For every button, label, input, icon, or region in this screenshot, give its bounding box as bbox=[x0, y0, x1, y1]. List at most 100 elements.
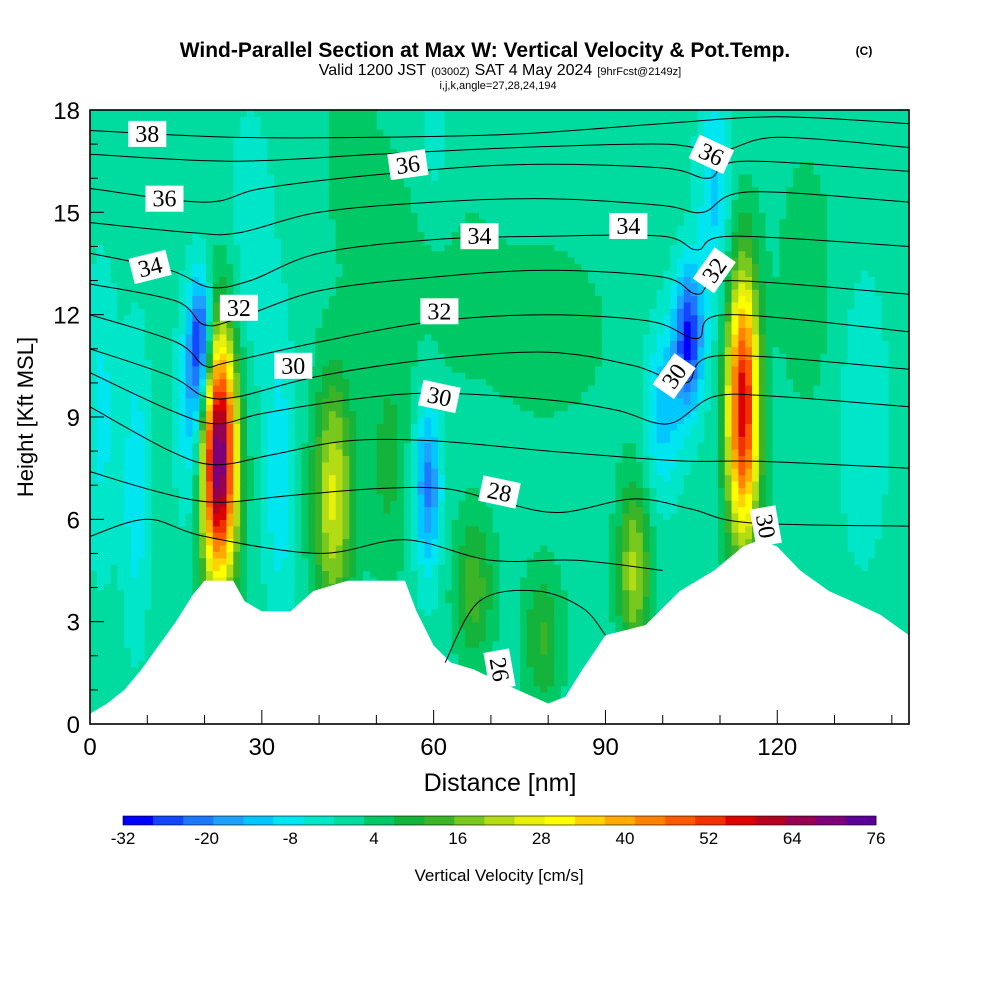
velocity-cell bbox=[144, 640, 153, 648]
velocity-cell bbox=[369, 129, 378, 137]
velocity-cell bbox=[328, 257, 337, 265]
velocity-cell bbox=[137, 423, 146, 431]
velocity-cell bbox=[383, 116, 391, 124]
velocity-cell bbox=[410, 333, 419, 341]
velocity-cell bbox=[117, 640, 125, 648]
velocity-cell bbox=[117, 276, 125, 284]
velocity-cell bbox=[117, 141, 125, 149]
velocity-cell bbox=[260, 135, 269, 143]
velocity-cell bbox=[253, 442, 262, 450]
velocity-cell bbox=[287, 397, 296, 405]
velocity-cell bbox=[206, 391, 214, 399]
velocity-cell bbox=[322, 429, 330, 437]
velocity-cell bbox=[96, 653, 105, 661]
velocity-cell bbox=[90, 295, 98, 303]
velocity-cell bbox=[349, 532, 357, 540]
velocity-cell bbox=[171, 423, 180, 431]
velocity-cell bbox=[137, 161, 146, 169]
velocity-cell bbox=[199, 564, 207, 572]
velocity-cell bbox=[178, 480, 187, 488]
velocity-cell bbox=[294, 385, 303, 393]
velocity-cell bbox=[417, 436, 426, 444]
velocity-cell bbox=[171, 173, 180, 181]
velocity-cell bbox=[342, 321, 350, 329]
velocity-cell bbox=[424, 557, 432, 565]
velocity-cell bbox=[403, 480, 412, 488]
velocity-cell bbox=[158, 218, 166, 226]
velocity-cell bbox=[260, 385, 269, 393]
velocity-cell bbox=[110, 205, 118, 213]
velocity-cell bbox=[192, 269, 200, 277]
velocity-cell bbox=[403, 448, 412, 456]
velocity-cell bbox=[110, 397, 118, 405]
velocity-cell bbox=[151, 564, 159, 572]
velocity-cell bbox=[308, 295, 316, 303]
velocity-cell bbox=[424, 602, 432, 610]
velocity-cell bbox=[438, 525, 446, 533]
velocity-cell bbox=[144, 653, 153, 661]
velocity-cell bbox=[233, 378, 241, 386]
velocity-cell bbox=[308, 231, 316, 239]
velocity-cell bbox=[96, 423, 105, 431]
velocity-cell bbox=[96, 122, 105, 130]
velocity-cell bbox=[130, 205, 139, 213]
velocity-cell bbox=[226, 391, 234, 399]
velocity-cell bbox=[199, 525, 207, 533]
velocity-cell bbox=[158, 237, 166, 245]
velocity-cell bbox=[144, 608, 153, 616]
velocity-cell bbox=[185, 205, 193, 213]
velocity-cell bbox=[192, 244, 200, 252]
velocity-cell bbox=[369, 193, 378, 201]
velocity-cell bbox=[301, 141, 309, 149]
velocity-cell bbox=[233, 186, 241, 194]
velocity-cell bbox=[294, 308, 303, 316]
velocity-cell bbox=[397, 250, 405, 258]
velocity-cell bbox=[356, 397, 364, 405]
velocity-cell bbox=[124, 180, 132, 188]
velocity-cell bbox=[96, 289, 105, 297]
velocity-cell bbox=[137, 225, 146, 233]
velocity-cell bbox=[137, 493, 146, 501]
velocity-cell bbox=[233, 506, 241, 514]
velocity-cell bbox=[369, 474, 378, 482]
velocity-cell bbox=[103, 244, 112, 252]
velocity-cell bbox=[185, 551, 193, 559]
velocity-cell bbox=[403, 404, 412, 412]
velocity-cell bbox=[260, 263, 269, 271]
velocity-cell bbox=[137, 404, 146, 412]
velocity-cell bbox=[438, 429, 446, 437]
velocity-cell bbox=[219, 532, 228, 540]
velocity-cell bbox=[335, 557, 344, 565]
velocity-cell bbox=[294, 154, 303, 162]
velocity-cell bbox=[178, 404, 187, 412]
velocity-cell bbox=[335, 442, 344, 450]
velocity-cell bbox=[124, 212, 132, 220]
velocity-cell bbox=[171, 135, 180, 143]
velocity-cell bbox=[390, 110, 398, 117]
velocity-cell bbox=[322, 487, 330, 495]
velocity-cell bbox=[390, 276, 398, 284]
velocity-cell bbox=[240, 551, 248, 559]
velocity-cell bbox=[294, 551, 303, 559]
velocity-cell bbox=[117, 602, 125, 610]
velocity-cell bbox=[90, 193, 98, 201]
velocity-cell bbox=[356, 116, 364, 124]
velocity-cell bbox=[110, 474, 118, 482]
velocity-cell bbox=[369, 237, 378, 245]
velocity-cell bbox=[294, 570, 303, 578]
velocity-cell bbox=[390, 448, 398, 456]
velocity-cell bbox=[233, 455, 241, 463]
velocity-cell bbox=[165, 327, 173, 335]
velocity-cell bbox=[117, 500, 125, 508]
velocity-cell bbox=[410, 500, 419, 508]
velocity-cell bbox=[335, 135, 344, 143]
velocity-cell bbox=[403, 519, 412, 527]
velocity-cell bbox=[206, 397, 214, 405]
velocity-cell bbox=[322, 122, 330, 130]
velocity-cell bbox=[342, 551, 350, 559]
velocity-cell bbox=[165, 244, 173, 252]
velocity-cell bbox=[301, 500, 309, 508]
velocity-cell bbox=[410, 135, 419, 143]
velocity-cell bbox=[212, 557, 221, 565]
velocity-cell bbox=[185, 576, 193, 584]
